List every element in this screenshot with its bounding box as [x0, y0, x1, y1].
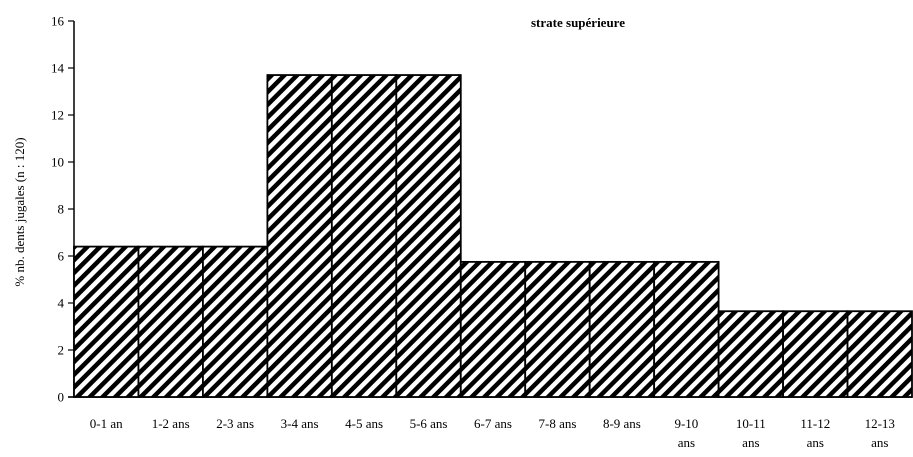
chart-title: strate supérieure — [531, 15, 625, 30]
bar — [717, 310, 784, 398]
x-tick-label: 1-2 ans — [152, 416, 190, 431]
x-tick-label: 12-13 ans — [865, 416, 895, 450]
bar — [459, 260, 527, 398]
x-tick-label: 2-3 ans — [216, 416, 254, 431]
x-tick-label: 3-4 ans — [281, 416, 319, 431]
x-tick-label: 6-7 ans — [474, 416, 512, 431]
x-tick-label: 4-5 ans — [345, 416, 383, 431]
y-tick-label: 8 — [58, 202, 65, 217]
bars — [73, 74, 913, 398]
y-tick-label: 16 — [51, 14, 65, 29]
x-axis-labels: 0-1 an 1-2 ans 2-3 ans 3-4 ans 4-5 ans 5-6 an… — [90, 416, 895, 450]
x-tick-label: 11-12 ans — [800, 416, 830, 450]
y-tick-label: 12 — [51, 108, 64, 123]
bar — [524, 260, 591, 398]
y-tick-label: 4 — [58, 296, 65, 311]
bar — [202, 245, 269, 398]
x-tick-label: 5-6 ans — [410, 416, 448, 431]
bar — [266, 74, 333, 398]
x-tick-label: 7-8 ans — [539, 416, 577, 431]
bar — [330, 74, 398, 398]
y-tick-label: 0 — [58, 390, 65, 405]
x-tick-label: 8-9 ans — [603, 416, 641, 431]
y-tick-label: 6 — [58, 249, 65, 264]
bar — [395, 74, 462, 398]
y-tick-label: 10 — [51, 155, 64, 170]
x-tick-label: 0-1 an — [90, 416, 123, 431]
y-tick-label: 2 — [58, 343, 65, 358]
bar — [73, 245, 140, 398]
bar — [137, 245, 204, 398]
bar — [653, 260, 720, 398]
bar — [782, 310, 849, 398]
x-tick-label: 10-11 ans — [736, 416, 766, 450]
x-tick-label: 9-10 ans — [674, 416, 698, 450]
y-tick-label: 14 — [51, 61, 65, 76]
y-axis-label: % nb. dents jugales (n : 120) — [12, 137, 27, 286]
bar — [588, 260, 656, 398]
bar — [846, 310, 913, 398]
